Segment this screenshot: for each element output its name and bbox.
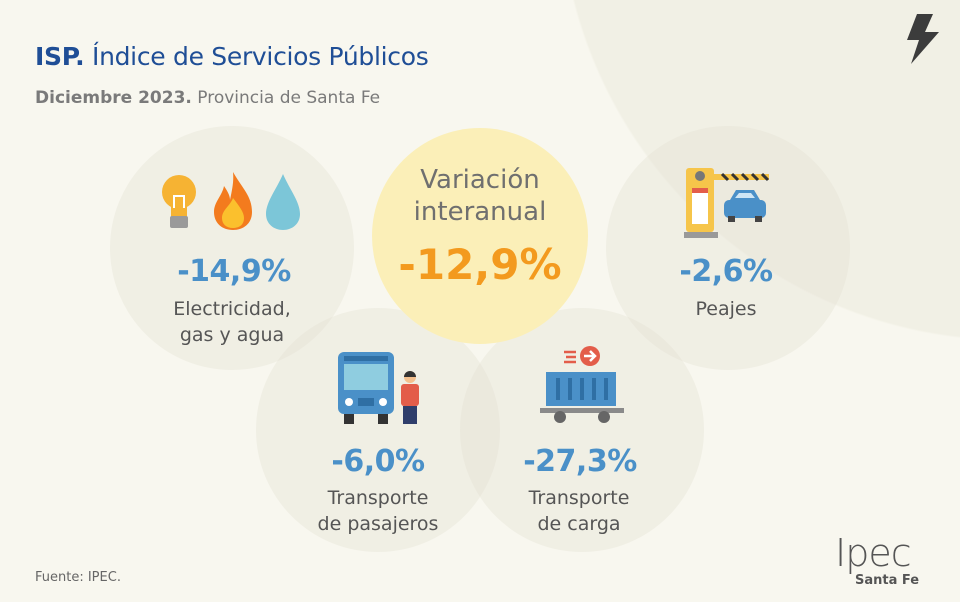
- passengers-value: -6,0%: [331, 444, 425, 479]
- circle-passengers: [256, 308, 500, 552]
- logo-text: Ipec: [835, 531, 912, 575]
- logo-subtext: Santa Fe: [855, 573, 920, 588]
- center-label: Variación interanual: [372, 164, 588, 228]
- electricity-label-line1: Electricidad,: [173, 298, 291, 320]
- circle-electricity: [110, 126, 354, 370]
- cargo-container-icon: [540, 346, 624, 423]
- flame-icon: [214, 172, 252, 230]
- title-text: Índice de Servicios Públicos: [92, 42, 429, 71]
- lightbulb-icon: [162, 175, 196, 228]
- electricity-label: Electricidad, gas y agua: [112, 296, 352, 348]
- bus-icon: [338, 352, 394, 424]
- ipec-logo: Ipec Santa Fe: [835, 533, 919, 588]
- tolls-value: -2,6%: [679, 254, 773, 289]
- person-icon: [401, 371, 419, 424]
- title-abbrev: ISP.: [35, 42, 85, 71]
- center-label-line1: Variación: [420, 165, 540, 195]
- center-label-line2: interanual: [413, 197, 547, 227]
- subtitle-region: Provincia de Santa Fe: [197, 88, 381, 108]
- passengers-label-line2: de pasajeros: [317, 513, 439, 535]
- tolls-label: Peajes: [695, 298, 757, 320]
- passengers-label-line1: Transporte: [327, 487, 429, 509]
- electricity-label-line2: gas y agua: [179, 324, 285, 346]
- toll-barrier-icon: [684, 168, 770, 238]
- cargo-label: Transporte de carga: [459, 485, 699, 537]
- cargo-value: -27,3%: [523, 444, 637, 479]
- passengers-label: Transporte de pasajeros: [258, 485, 498, 537]
- cargo-label-line1: Transporte: [528, 487, 630, 509]
- cargo-label-line2: de carga: [537, 513, 621, 535]
- circle-cargo: [460, 308, 704, 552]
- lightning-icon: [907, 14, 939, 64]
- page-title: ISP. Índice de Servicios Públicos: [35, 42, 429, 71]
- electricity-value: -14,9%: [177, 254, 291, 289]
- water-drop-icon: [266, 174, 300, 230]
- circle-center: [372, 128, 588, 344]
- circle-tolls: [606, 126, 850, 370]
- source-note: Fuente: IPEC.: [35, 570, 121, 585]
- page-subtitle: Diciembre 2023. Provincia de Santa Fe: [35, 88, 380, 108]
- center-value: -12,9%: [398, 240, 562, 289]
- subtitle-date: Diciembre 2023.: [35, 88, 192, 108]
